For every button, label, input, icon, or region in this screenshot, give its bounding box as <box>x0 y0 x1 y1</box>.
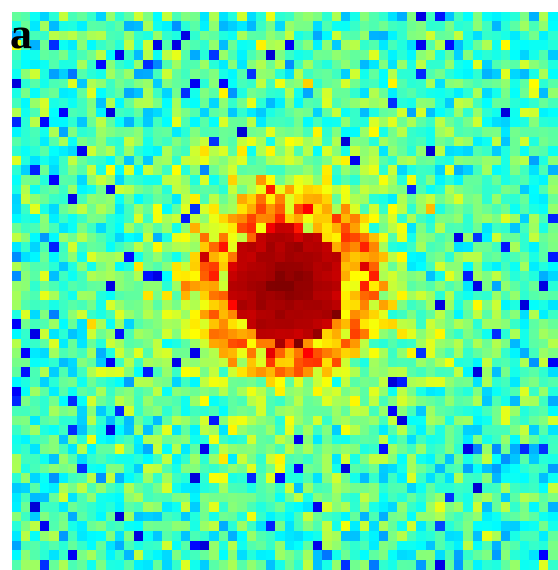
panel-label: a <box>10 9 32 58</box>
heatmap-image <box>12 12 558 570</box>
